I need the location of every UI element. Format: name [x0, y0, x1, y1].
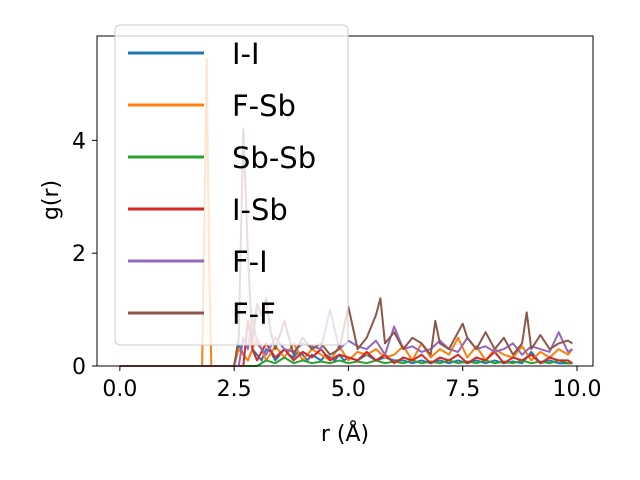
x-tick-label: 10.0 — [553, 377, 602, 402]
series-line-i-sb — [119, 319, 573, 367]
y-tick-label: 2 — [72, 242, 86, 267]
y-axis-ticks: 0 2 4 — [72, 129, 97, 380]
x-tick-label: 7.5 — [445, 377, 480, 402]
legend-label-f-f: F-F — [232, 297, 276, 331]
legend-label-i-i: I-I — [232, 37, 260, 71]
legend: I-I F-Sb Sb-Sb I-Sb F-I F-F — [114, 24, 349, 346]
y-axis-label: g(r) — [39, 180, 64, 220]
legend-label-f-sb: F-Sb — [232, 89, 296, 123]
x-axis-label: r (Å) — [321, 420, 369, 447]
x-tick-label: 5.0 — [331, 377, 366, 402]
legend-label-sb-sb: Sb-Sb — [232, 141, 316, 175]
x-tick-label: 2.5 — [217, 377, 252, 402]
x-tick-label: 0.0 — [102, 377, 137, 402]
legend-label-i-sb: I-Sb — [232, 193, 288, 227]
y-tick-label: 4 — [72, 129, 86, 154]
x-axis-ticks: 0.0 2.5 5.0 7.5 10.0 — [102, 366, 601, 402]
y-tick-label: 0 — [72, 355, 86, 380]
legend-label-f-i: F-I — [232, 245, 268, 279]
